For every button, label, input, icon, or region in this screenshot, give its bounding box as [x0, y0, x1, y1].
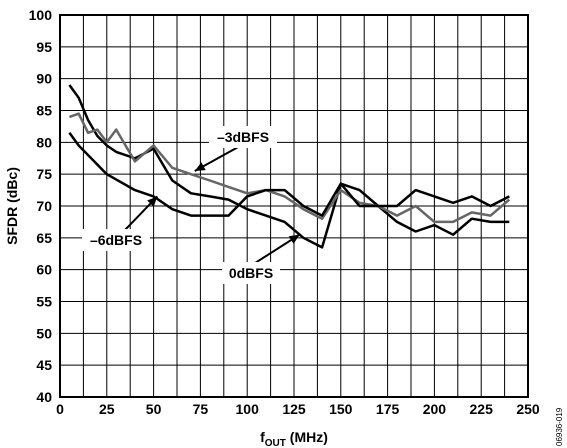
y-tick-label: 100 [29, 7, 53, 23]
x-tick-label: 125 [282, 401, 306, 417]
x-tick-label: 200 [423, 401, 447, 417]
y-tick-label: 80 [36, 134, 52, 150]
x-axis-title-subscript: OUT [265, 438, 286, 448]
grid [60, 15, 528, 397]
tick-labels: 0 25 50 75 100 125 150 175 200 225 250 40 45 50 55 60 65… [29, 7, 540, 417]
series-lines [68, 84, 511, 249]
y-tick-label: 55 [36, 294, 52, 310]
plot-frame [59, 14, 529, 398]
callout-arrowhead [194, 162, 206, 171]
y-tick-label: 40 [36, 389, 52, 405]
callout-label-6dbfs: –6dBFS [90, 232, 142, 248]
x-axis-title-main: f [260, 429, 265, 445]
series-line [68, 132, 510, 217]
callouts: –3dBFS –6dBFS 0dBFS [82, 126, 301, 284]
x-axis-title-unit: (MHz) [286, 429, 328, 445]
callout-label-bg [209, 126, 277, 148]
x-axis-title: fOUT (MHz) [260, 429, 328, 448]
y-tick-label: 50 [36, 325, 52, 341]
x-tick-label: 100 [236, 401, 260, 417]
x-tick-label: 175 [376, 401, 400, 417]
series-line [68, 84, 510, 249]
y-tick-label: 65 [36, 230, 52, 246]
y-tick-label: 75 [36, 166, 52, 182]
x-tick-label: 150 [329, 401, 353, 417]
x-tick-label: 50 [146, 401, 162, 417]
x-tick-label: 0 [56, 401, 64, 417]
y-tick-label: 95 [36, 39, 52, 55]
y-tick-label: 70 [36, 198, 52, 214]
x-tick-label: 25 [99, 401, 115, 417]
callout-arrowhead [147, 196, 158, 207]
y-tick-label: 45 [36, 357, 52, 373]
callout-label-bg [82, 229, 150, 251]
callout-label-bg [222, 262, 280, 284]
y-tick-label: 60 [36, 262, 52, 278]
y-axis-title: SFDR (dBc) [4, 167, 20, 245]
x-tick-label: 75 [193, 401, 209, 417]
y-tick-label: 85 [36, 103, 52, 119]
callout-label-3dbfs: –3dBFS [217, 129, 269, 145]
y-tick-label: 90 [36, 71, 52, 87]
callout-label-0dbfs: 0dBFS [229, 265, 273, 281]
figure-id: 06936-019 [555, 407, 564, 446]
x-tick-label: 225 [470, 401, 494, 417]
x-tick-label: 250 [516, 401, 540, 417]
callout-arrowhead [288, 234, 300, 244]
